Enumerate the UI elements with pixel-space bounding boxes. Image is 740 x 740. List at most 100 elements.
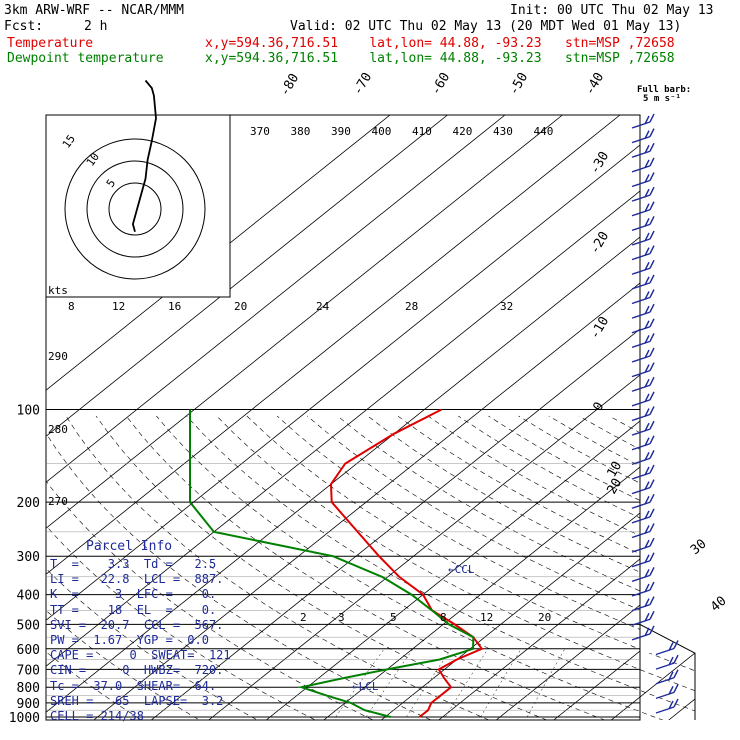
init-time: Init: 00 UTC Thu 02 May 13	[510, 3, 714, 18]
wind-barb-flag	[649, 537, 655, 547]
wind-barb	[631, 172, 655, 188]
wind-barb-flag	[649, 113, 655, 123]
wind-barb-flag	[649, 289, 655, 298]
isotherm-line	[381, 115, 695, 720]
wind-barb	[655, 669, 679, 685]
wind-barb-flag	[644, 525, 650, 534]
theta-label: 380	[291, 125, 311, 138]
wind-barb-staff	[631, 209, 651, 217]
wind-barb-flag	[644, 320, 650, 330]
pressure-tick-label: 400	[17, 589, 40, 604]
wind-barb-flag	[649, 259, 655, 269]
wind-barb	[631, 142, 655, 158]
wind-barb-staff	[631, 574, 651, 583]
pressure-tick-label: 500	[17, 618, 40, 633]
wind-barb-flag	[649, 581, 655, 591]
wind-barb-flag	[644, 598, 650, 607]
wind-barb-flag	[644, 378, 650, 388]
wind-barb-flag	[644, 495, 650, 505]
wind-barb-staff	[631, 296, 651, 305]
mixing-ratio-label: 32	[500, 300, 513, 313]
wind-barb	[631, 157, 655, 173]
lcl-annotation: ←LCL	[352, 680, 379, 693]
wind-barb-flag	[644, 393, 650, 403]
pressure-tick-label: 700	[17, 663, 40, 678]
dry-adiabat-line	[246, 415, 695, 720]
wind-barb	[631, 274, 655, 290]
theta-left-label: 290	[48, 350, 68, 363]
parcel-info-row: LI = 22.8 LCL = 887.	[50, 572, 224, 587]
wind-barb	[631, 347, 655, 363]
theta-label: 370	[250, 125, 270, 138]
parcel-info-row: T = 3.3 Td = 2.5	[50, 557, 217, 571]
wind-barb-flag	[673, 654, 679, 664]
wind-barb-flag	[649, 216, 655, 225]
wind-barb-flag	[644, 627, 650, 637]
wind-barb-flag	[649, 362, 655, 371]
wind-barb-flag	[644, 452, 650, 461]
ccl-annotation: ←CCL	[448, 563, 475, 576]
hodograph-ring-label: 15	[60, 132, 78, 150]
isotherm-label: -50	[506, 70, 531, 98]
wind-barb	[655, 684, 679, 700]
wind-barb	[631, 333, 655, 349]
wind-barb-flag	[644, 188, 650, 198]
wind-barb-staff	[631, 267, 651, 275]
wind-barb-flag	[668, 656, 674, 666]
isotherm-line	[46, 115, 621, 720]
wind-barb-staff	[631, 399, 651, 407]
wind-barb-flag	[644, 218, 650, 227]
mixing-ratio-label: 28	[405, 300, 418, 313]
wind-barb-staff	[631, 443, 651, 451]
model-title: 3km ARW-WRF -- NCAR/MMM	[4, 3, 185, 18]
wind-barb-flag	[649, 245, 655, 254]
wind-barb-flag	[649, 625, 655, 635]
wind-barb-flag	[649, 347, 655, 357]
dry-adiabat-line	[46, 415, 381, 720]
theta-label: 440	[534, 125, 554, 138]
isotherm-line	[46, 115, 506, 720]
isotherm-label: 30	[688, 537, 710, 559]
wind-barb-flag	[649, 552, 655, 562]
wind-barb-flag	[649, 464, 655, 474]
pressure-tick-label: 1000	[9, 711, 40, 726]
mixing-ratio-label: 20	[234, 300, 247, 313]
wind-barb-flag	[649, 230, 655, 240]
wind-barb-flag	[649, 157, 655, 167]
wind-barb-flag	[649, 128, 655, 137]
wind-barb-flag	[644, 291, 650, 300]
isotherm-line	[46, 115, 563, 720]
isotherm-label: -40	[582, 70, 607, 98]
wind-barb	[631, 420, 655, 436]
wind-barb-flag	[649, 172, 655, 181]
mixing-ratio-label: 12	[112, 300, 125, 313]
pressure-tick-label: 600	[17, 643, 40, 658]
isotherm-line	[46, 115, 695, 720]
wind-barb-staff	[655, 662, 675, 670]
theta-left-label: 270	[48, 495, 68, 508]
theta-label: 430	[493, 125, 513, 138]
barb-legend-unit: 5 m s⁻¹	[643, 94, 681, 104]
mixing-ratio-line	[445, 648, 489, 718]
wind-barb-staff	[655, 706, 675, 714]
wind-barb-flag	[673, 669, 679, 679]
wind-barb-flag	[644, 539, 650, 549]
parcel-info-row: K = 3 LFC = 0.	[50, 587, 217, 602]
wind-barb-flag	[649, 523, 655, 532]
wind-barb-flag	[649, 435, 655, 445]
wind-barb-flag	[644, 437, 650, 447]
wind-barb	[631, 464, 655, 480]
wind-barb-flag	[644, 159, 650, 169]
wind-barb	[631, 523, 655, 539]
wind-barb-flag	[644, 422, 650, 432]
dry-adiabat-line	[46, 415, 206, 720]
wind-barb	[655, 698, 679, 714]
wind-barb	[631, 186, 655, 202]
isotherm-line	[46, 115, 391, 720]
wind-barb-staff	[631, 384, 651, 392]
valid-time: Valid: 02 UTC Thu 02 May 13 (20 MDT Wed …	[290, 19, 682, 34]
parcel-info-row: SVI = 20.7 CCL = 567.	[50, 617, 224, 632]
barb-legend-title: Full barb:	[637, 85, 692, 95]
wind-barb-staff	[655, 677, 675, 685]
wind-barb-staff	[631, 165, 651, 173]
